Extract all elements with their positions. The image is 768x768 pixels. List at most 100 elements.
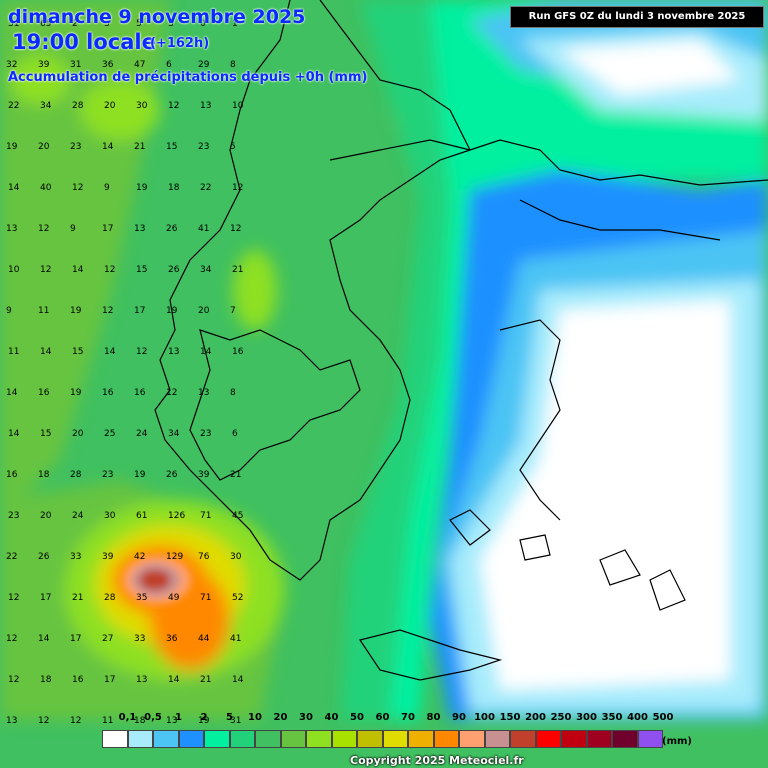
legend-swatch bbox=[382, 730, 408, 748]
map-value: 22 bbox=[8, 101, 19, 111]
legend-swatch bbox=[586, 730, 612, 748]
map-value: 8 bbox=[230, 60, 236, 70]
forecast-local-time: 19:00 locale bbox=[12, 30, 156, 54]
map-value: 33 bbox=[70, 552, 81, 562]
map-value: 5 bbox=[230, 142, 236, 152]
map-value: 65 bbox=[40, 19, 51, 29]
map-value: 14 bbox=[102, 142, 114, 152]
map-value: 18 bbox=[168, 183, 180, 193]
legend-label: 5 bbox=[226, 712, 233, 723]
legend-label: 0,1 bbox=[118, 712, 137, 723]
map-value: 14 bbox=[168, 675, 180, 685]
map-value: 14 bbox=[40, 347, 52, 357]
map-value: 20 bbox=[38, 142, 50, 152]
legend-label: 70 bbox=[401, 712, 415, 723]
legend-swatch bbox=[229, 730, 255, 748]
balkan-border bbox=[329, 139, 471, 161]
map-value: 9 bbox=[6, 306, 12, 316]
legend-swatch bbox=[127, 730, 153, 748]
legend-label: 40 bbox=[324, 712, 339, 723]
map-value: 14 bbox=[6, 388, 18, 398]
map-value: 35 bbox=[136, 593, 147, 603]
legend-swatch bbox=[255, 730, 281, 748]
legend-swatch bbox=[510, 730, 536, 748]
map-value: 6 bbox=[166, 60, 172, 70]
map-value: 17 bbox=[40, 593, 51, 603]
legend-swatch bbox=[637, 730, 663, 748]
map-value: 9 bbox=[104, 183, 110, 193]
map-value: 14 bbox=[200, 347, 212, 357]
northern-border bbox=[319, 0, 471, 151]
map-value: 2 bbox=[72, 19, 78, 29]
peloponnese-coast bbox=[189, 329, 361, 481]
map-value: 12 bbox=[70, 716, 81, 726]
map-value: 26 bbox=[166, 224, 178, 234]
map-value: 28 bbox=[104, 593, 116, 603]
map-value: 25 bbox=[104, 429, 115, 439]
map-value: 26 bbox=[38, 552, 50, 562]
map-value: 19 bbox=[134, 470, 146, 480]
map-value: 30 bbox=[136, 101, 148, 111]
map-value: 40 bbox=[40, 183, 52, 193]
map-value: 6 bbox=[232, 429, 238, 439]
map-value: 16 bbox=[38, 388, 50, 398]
mainland-coast bbox=[154, 0, 768, 581]
map-value: 42 bbox=[134, 552, 145, 562]
map-value: 12 bbox=[136, 347, 147, 357]
map-value: 22 bbox=[6, 552, 17, 562]
map-values-layer: 31 65 2 3 5 3 0 132 39 31 36 47 6 29 822 34 28 20 30 12 13 10… bbox=[6, 19, 244, 726]
map-value: 13 bbox=[198, 388, 209, 398]
legend-label: 200 bbox=[525, 712, 546, 723]
legend-label: 300 bbox=[576, 712, 597, 723]
map-value: 13 bbox=[166, 716, 177, 726]
map-value: 3 bbox=[168, 19, 174, 29]
legend-swatch bbox=[357, 730, 383, 748]
map-value: 71 bbox=[200, 593, 211, 603]
map-value: 0 bbox=[200, 19, 206, 29]
color-legend: 0,1 0,5 1 2 5 10 20 30 40 50 60 70 80 90 100 150 200 250 3… bbox=[102, 712, 702, 762]
map-value: 12 bbox=[166, 388, 177, 398]
legend-swatch bbox=[280, 730, 306, 748]
map-value: 24 bbox=[72, 511, 84, 521]
map-value: 13 bbox=[136, 675, 147, 685]
map-value: 47 bbox=[134, 60, 145, 70]
legend-label: 50 bbox=[350, 712, 364, 723]
map-value: 34 bbox=[40, 101, 52, 111]
map-value: 76 bbox=[198, 552, 210, 562]
map-value: 12 bbox=[6, 634, 17, 644]
legend-label: 350 bbox=[601, 712, 623, 723]
map-value: 21 bbox=[232, 265, 243, 275]
legend-label: 20 bbox=[273, 712, 288, 723]
map-value: 61 bbox=[136, 511, 147, 521]
map-value: 13 bbox=[168, 347, 179, 357]
legend-label: 100 bbox=[474, 712, 495, 723]
map-value: 11 bbox=[102, 716, 113, 726]
map-value: 34 bbox=[200, 265, 212, 275]
map-value: 32 bbox=[6, 60, 17, 70]
turkey-coast-north bbox=[519, 199, 721, 241]
legend-swatch bbox=[484, 730, 510, 748]
map-value: 16 bbox=[232, 347, 244, 357]
legend-label: 1 bbox=[175, 712, 182, 723]
map-value: 8 bbox=[230, 388, 236, 398]
map-value: 23 bbox=[70, 142, 81, 152]
map-value: 12 bbox=[230, 224, 241, 234]
map-value: 36 bbox=[102, 60, 114, 70]
legend-unit: (mm) bbox=[662, 736, 692, 747]
map-value: 18 bbox=[134, 716, 146, 726]
map-value: 23 bbox=[198, 142, 209, 152]
map-value: 30 bbox=[104, 511, 116, 521]
crete-coast bbox=[359, 629, 503, 681]
legend-swatch bbox=[331, 730, 357, 748]
map-value: 17 bbox=[104, 675, 115, 685]
map-value: 31 bbox=[70, 60, 81, 70]
map-value: 31 bbox=[8, 19, 19, 29]
map-value: 14 bbox=[72, 265, 84, 275]
map-value: 12 bbox=[102, 306, 113, 316]
legend-swatch bbox=[102, 730, 128, 748]
map-value: 10 bbox=[232, 101, 244, 111]
map-value: 23 bbox=[8, 511, 19, 521]
legend-swatch bbox=[306, 730, 332, 748]
map-value: 23 bbox=[200, 429, 211, 439]
